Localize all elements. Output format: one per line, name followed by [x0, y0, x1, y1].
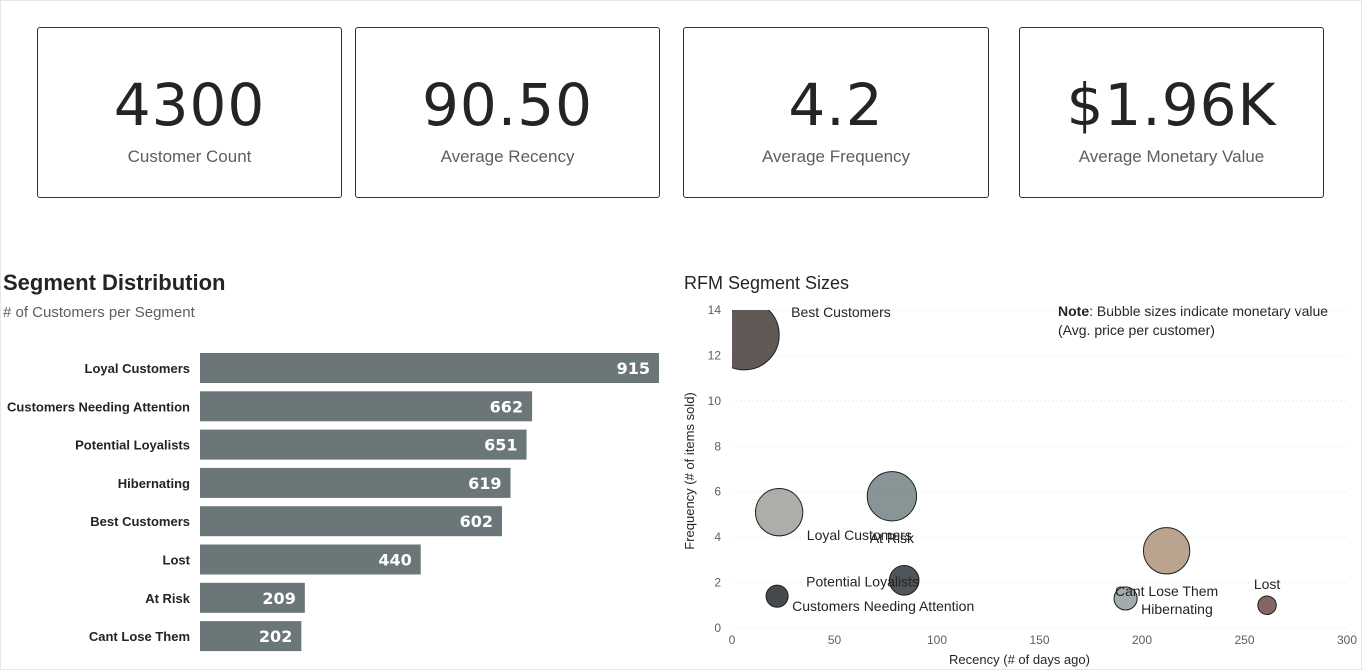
bar-best-customers[interactable]	[200, 506, 502, 537]
y-tick-label: 10	[708, 394, 722, 408]
bar-category-label: At Risk	[145, 591, 191, 606]
bar-value-label: 202	[259, 627, 292, 646]
kpi-label: Average Frequency	[761, 147, 911, 166]
bar-value-label: 915	[617, 359, 650, 378]
bubble-label: Hibernating	[1141, 601, 1213, 617]
bubble-at-risk[interactable]	[866, 471, 918, 522]
x-tick-label: 0	[729, 633, 736, 647]
kpi-card-customer-count[interactable]: 4300 Customer Count	[37, 27, 342, 198]
bubble-label: Customers Needing Attention	[792, 598, 974, 614]
bubble-lost[interactable]	[1257, 595, 1277, 616]
bar-loyal-customers[interactable]	[200, 353, 659, 383]
note-text: : Bubble sizes indicate monetary value (…	[1058, 303, 1329, 338]
x-axis-title: Recency (# of days ago)	[949, 652, 1090, 667]
bar-cant-lose-them[interactable]	[200, 621, 302, 652]
rfm-chart-title: RFM Segment Sizes	[684, 273, 850, 293]
x-tick-label: 100	[927, 633, 947, 647]
x-tick-label: 300	[1337, 633, 1357, 647]
bubble-cant-lose-them[interactable]	[1142, 527, 1191, 575]
x-tick-label: 200	[1132, 633, 1152, 647]
x-tick-label: 250	[1234, 633, 1254, 647]
kpi-label: Average Recency	[440, 147, 575, 166]
kpi-card-average-monetary-value[interactable]: $1.96K Average Monetary Value	[1019, 27, 1324, 198]
segment-chart-subtitle: # of Customers per Segment	[3, 304, 195, 321]
segment-chart-title: Segment Distribution	[3, 270, 226, 295]
bar-category-label: Hibernating	[118, 476, 190, 491]
bubble-label: Lost	[1254, 576, 1281, 592]
kpi-label: Average Monetary Value	[1078, 147, 1265, 166]
bar-at-risk[interactable]	[200, 582, 305, 613]
bubble-customers-needing-attention[interactable]	[765, 584, 789, 608]
bar-value-label: 651	[484, 436, 517, 455]
bubble-potential-loyalists[interactable]	[888, 565, 920, 596]
bubble-loyal-customers[interactable]	[754, 487, 804, 537]
y-tick-label: 12	[708, 348, 722, 362]
bar-value-label: 209	[262, 589, 295, 608]
bar-category-label: Best Customers	[90, 514, 190, 529]
bubble-label: Potential Loyalists	[806, 573, 919, 589]
y-tick-label: 0	[714, 621, 721, 635]
bubble-label: Best Customers	[791, 304, 891, 320]
bubble-best-customers[interactable]	[709, 300, 780, 371]
kpi-card-average-recency[interactable]: 90.50 Average Recency	[355, 27, 660, 198]
y-tick-label: 2	[714, 576, 721, 590]
bar-category-label: Loyal Customers	[85, 361, 190, 376]
bubble-label: Cant Lose Them	[1115, 583, 1218, 599]
x-tick-label: 50	[828, 633, 842, 647]
y-axis-title: Frequency (# of items sold)	[682, 392, 697, 550]
bubble-hibernating[interactable]	[1113, 586, 1138, 611]
bar-value-label: 662	[490, 397, 523, 416]
bar-value-label: 619	[468, 474, 501, 493]
bar-potential-loyalists[interactable]	[200, 429, 527, 460]
kpi-label: Customer Count	[127, 147, 252, 166]
rfm-bubble-chart[interactable]: 0 2 4 6 8 10 12 14 0 50 100 150 200 250 300 Recency (# …	[675, 298, 1362, 670]
kpi-value: $1.96K	[1066, 71, 1277, 139]
bar-category-label: Customers Needing Attention	[7, 399, 190, 414]
bar-value-label: 602	[460, 512, 493, 531]
y-tick-label: 8	[714, 439, 721, 453]
bar-category-label: Cant Lose Them	[89, 629, 190, 644]
bar-category-label: Lost	[163, 553, 191, 568]
bubble-size-note: Note: Bubble sizes indicate monetary val…	[1058, 302, 1348, 340]
note-label: Note	[1058, 303, 1090, 319]
bar-category-label: Potential Loyalists	[75, 438, 190, 453]
bar-hibernating[interactable]	[200, 467, 511, 498]
kpi-card-average-frequency[interactable]: 4.2 Average Frequency	[683, 27, 989, 198]
bar-value-label: 440	[378, 551, 411, 570]
bar-lost[interactable]	[200, 544, 421, 575]
bar-customers-needing-attention[interactable]	[200, 391, 533, 422]
y-tick-label: 4	[714, 530, 721, 544]
bubble-label: Loyal Customers	[807, 527, 912, 543]
kpi-value: 4.2	[788, 71, 884, 139]
x-tick-label: 150	[1029, 633, 1049, 647]
bubble-label: At Risk	[870, 530, 915, 546]
kpi-value: 90.50	[421, 71, 594, 139]
y-tick-label: 14	[708, 303, 722, 317]
y-tick-label: 6	[714, 485, 721, 499]
kpi-value: 4300	[113, 71, 266, 139]
segment-bar-chart[interactable]: Loyal Customers 915 Customers Needing Atte…	[0, 345, 670, 660]
